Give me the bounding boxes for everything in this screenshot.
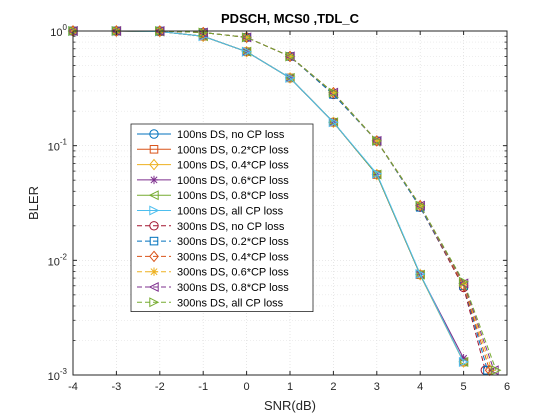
legend-label: 300ns DS, 0.2*CP loss [177, 236, 289, 248]
data-point-asterisk [329, 88, 338, 97]
data-point-triangle-right [241, 46, 252, 57]
legend-entry: 300ns DS, 0.8*CP loss [137, 281, 289, 294]
legend-entry: 100ns DS, no CP loss [137, 129, 285, 141]
legend-entry: 100ns DS, 0.6*CP loss [137, 175, 289, 187]
data-point-circle [149, 129, 159, 139]
y-tick-base: 10 [50, 27, 62, 39]
data-point-asterisk [149, 267, 159, 276]
data-point-asterisk [372, 136, 381, 146]
data-point-square [149, 145, 159, 154]
data-point-triangle-right [149, 297, 160, 308]
legend-label: 300ns DS, all CP loss [177, 297, 284, 309]
legend-label: 300ns DS, 0.4*CP loss [177, 251, 289, 263]
y-tick-exponent: 0 [63, 23, 68, 32]
legend-label: 100ns DS, 0.4*CP loss [177, 160, 289, 172]
x-tick-label: 4 [417, 381, 423, 393]
data-point-triangle-left [148, 281, 159, 293]
data-point-asterisk [459, 354, 468, 363]
legend-box [130, 123, 314, 313]
data-point-square [149, 236, 159, 246]
data-point-diamond [328, 116, 339, 129]
data-point-triangle-right [328, 117, 339, 128]
x-tick-label: 3 [374, 381, 380, 393]
data-point-triangle-left [148, 190, 159, 201]
y-axis-title: BLER [26, 186, 41, 220]
y-tick-exponent: -3 [60, 367, 68, 376]
data-point-triangle-right [328, 87, 339, 98]
data-point-diamond [154, 25, 165, 37]
data-point-triangle-left [414, 269, 425, 280]
data-point-triangle-right [458, 356, 469, 367]
x-tick-label: 1 [287, 381, 293, 393]
legend-label: 100ns DS, 0.2*CP loss [177, 144, 289, 156]
legend-label: 300ns DS, 0.6*CP loss [177, 267, 289, 279]
legend-entry: 300ns DS, no CP loss [137, 221, 285, 233]
data-point-diamond [458, 356, 469, 368]
x-tick-label: 5 [461, 381, 467, 393]
data-point-diamond [241, 31, 252, 44]
legend: 100ns DS, no CP loss 100ns DS, 0.2*CP los… [130, 123, 314, 313]
data-point-asterisk [242, 33, 251, 42]
x-tick-label: 6 [504, 381, 510, 393]
x-tick-label: -3 [112, 381, 122, 393]
legend-label: 100ns DS, 0.6*CP loss [177, 175, 289, 187]
legend-entry: 100ns DS, 0.8*CP loss [137, 190, 289, 202]
x-axis-title: SNR(dB) [264, 398, 316, 413]
legend-entry: 300ns DS, 0.4*CP loss [137, 250, 289, 263]
chart-title: PDSCH, MCS0 ,TDL_C [221, 11, 360, 26]
data-point-triangle-right [415, 268, 426, 280]
data-point-circle [149, 221, 159, 231]
legend-label: 300ns DS, 0.8*CP loss [177, 282, 289, 294]
data-point-diamond [415, 199, 426, 212]
data-point-triangle-left [371, 169, 382, 180]
data-point-triangle-right [491, 365, 502, 376]
y-tick-exponent: -1 [60, 138, 68, 147]
data-point-diamond [149, 250, 159, 263]
legend-entry: 100ns DS, all CP loss [137, 205, 284, 218]
legend-entry: 100ns DS, 0.2*CP loss [137, 144, 289, 156]
data-point-diamond [149, 158, 159, 171]
legend-label: 100ns DS, all CP loss [177, 206, 284, 218]
x-tick-label: -4 [68, 381, 78, 393]
data-point-asterisk [285, 52, 295, 61]
axis-ticks [72, 30, 508, 376]
y-tick-base: 10 [48, 142, 60, 154]
data-point-triangle-right [241, 32, 252, 43]
data-point-diamond [241, 45, 252, 58]
legend-entry: 300ns DS, 0.2*CP loss [137, 236, 289, 248]
y-tick-base: 10 [48, 371, 60, 383]
legend-label: 100ns DS, no CP loss [177, 129, 285, 141]
legend-entry: 300ns DS, 0.6*CP loss [137, 267, 289, 279]
data-point-triangle-right [458, 276, 469, 287]
legend-label: 300ns DS, no CP loss [177, 221, 285, 233]
data-point-diamond [371, 135, 382, 147]
y-tick-label: 10-2 [48, 252, 68, 268]
x-tick-label: 2 [330, 381, 336, 393]
x-tick-labels: -4 -3 -2 -1 0 1 2 3 4 5 6 [68, 381, 510, 393]
data-point-triangle-left [488, 365, 499, 376]
y-tick-label: 10-3 [48, 367, 68, 383]
data-point-asterisk [149, 175, 159, 185]
data-point-triangle-right [285, 72, 296, 83]
y-tick-label: 10-1 [48, 138, 68, 154]
y-tick-base: 10 [48, 256, 60, 268]
x-tick-label: 0 [244, 381, 250, 393]
data-point-triangle-right [415, 200, 426, 211]
x-tick-label: -2 [155, 381, 165, 393]
data-point-triangle-right [149, 205, 160, 216]
data-point-triangle-right [285, 51, 296, 62]
data-point-triangle-right [372, 168, 383, 179]
y-tick-label: 100 [50, 23, 67, 39]
data-point-triangle-right [372, 135, 383, 146]
x-tick-label: -1 [198, 381, 208, 393]
legend-label: 100ns DS, 0.8*CP loss [177, 190, 289, 202]
data-point-diamond [111, 25, 122, 37]
legend-entry: 300ns DS, all CP loss [137, 297, 284, 309]
y-tick-exponent: -2 [60, 252, 68, 261]
legend-entry: 100ns DS, 0.4*CP loss [137, 158, 289, 172]
